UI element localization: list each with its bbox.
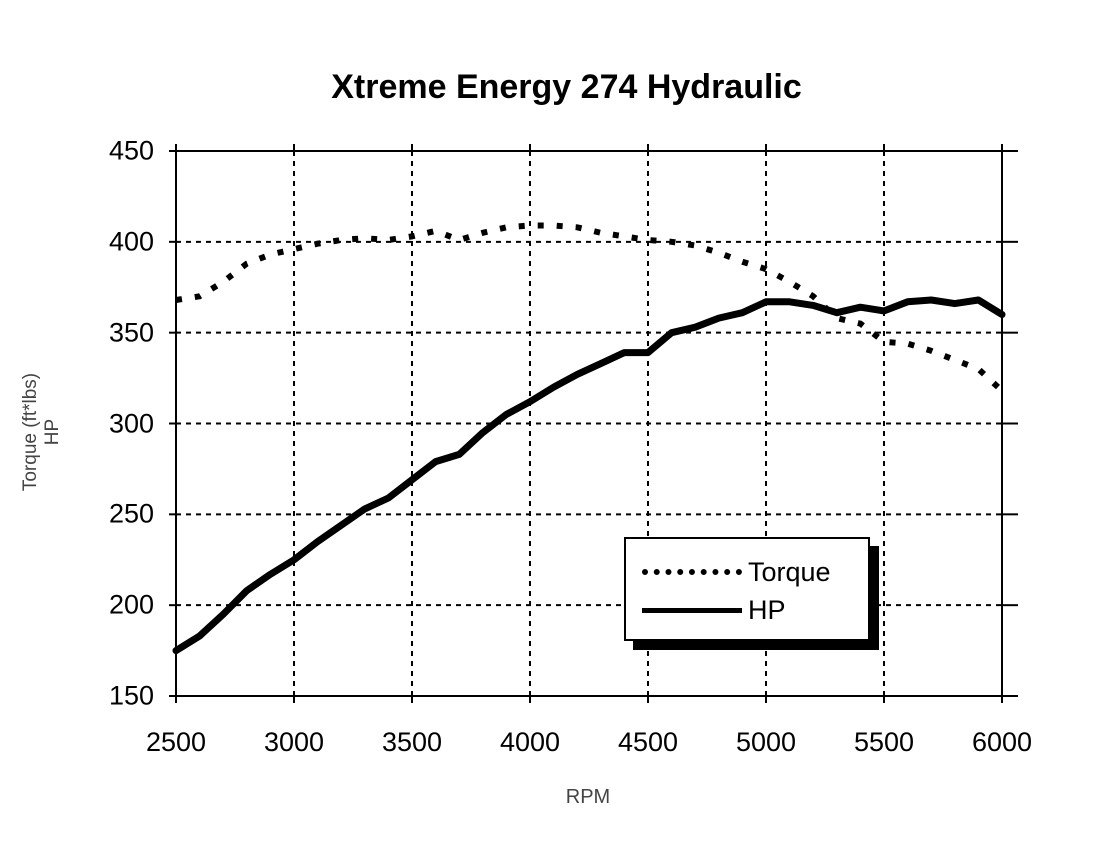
y-tick-label: 250 <box>108 498 154 529</box>
legend-item-hp: HP <box>642 595 786 625</box>
x-tick-label: 6000 <box>971 727 1033 757</box>
x-tick-label: 5500 <box>853 727 915 757</box>
y-tick-label: 450 <box>108 135 154 166</box>
tick-marks <box>169 144 1018 703</box>
legend-label-hp: HP <box>748 594 786 625</box>
y-tick-label: 300 <box>108 408 154 438</box>
y-tick-label: 400 <box>108 226 154 257</box>
x-tick-label: 3000 <box>263 727 325 757</box>
x-tick-label: 4500 <box>617 727 679 757</box>
x-tick-label: 3500 <box>381 727 443 757</box>
y-tick-label: 200 <box>108 589 154 620</box>
grid-lines <box>176 151 1002 696</box>
x-tick-label: 2500 <box>145 727 207 757</box>
legend-label-torque: Torque <box>748 556 831 587</box>
y-axis-label: Torque (ft*lbs) HP <box>20 373 64 491</box>
x-tick-label: 5000 <box>735 727 797 757</box>
y-tick-label: 350 <box>108 317 154 348</box>
x-tick-label: 4000 <box>499 727 561 757</box>
series-lines <box>172 222 1006 655</box>
legend: Torque HP <box>624 537 870 641</box>
x-axis-label: RPM <box>565 786 611 808</box>
series-line-hp <box>172 296 1006 655</box>
chart-title: Xtreme Energy 274 Hydraulic <box>331 68 802 106</box>
legend-item-torque: Torque <box>642 557 831 587</box>
legend-swatch-torque <box>642 569 742 575</box>
y-tick-label: 150 <box>108 680 154 711</box>
y-axis-label-hp: HP <box>42 418 63 446</box>
y-axis-label-torque: Torque (ft*lbs) <box>20 372 41 492</box>
legend-swatch-hp <box>642 607 742 613</box>
